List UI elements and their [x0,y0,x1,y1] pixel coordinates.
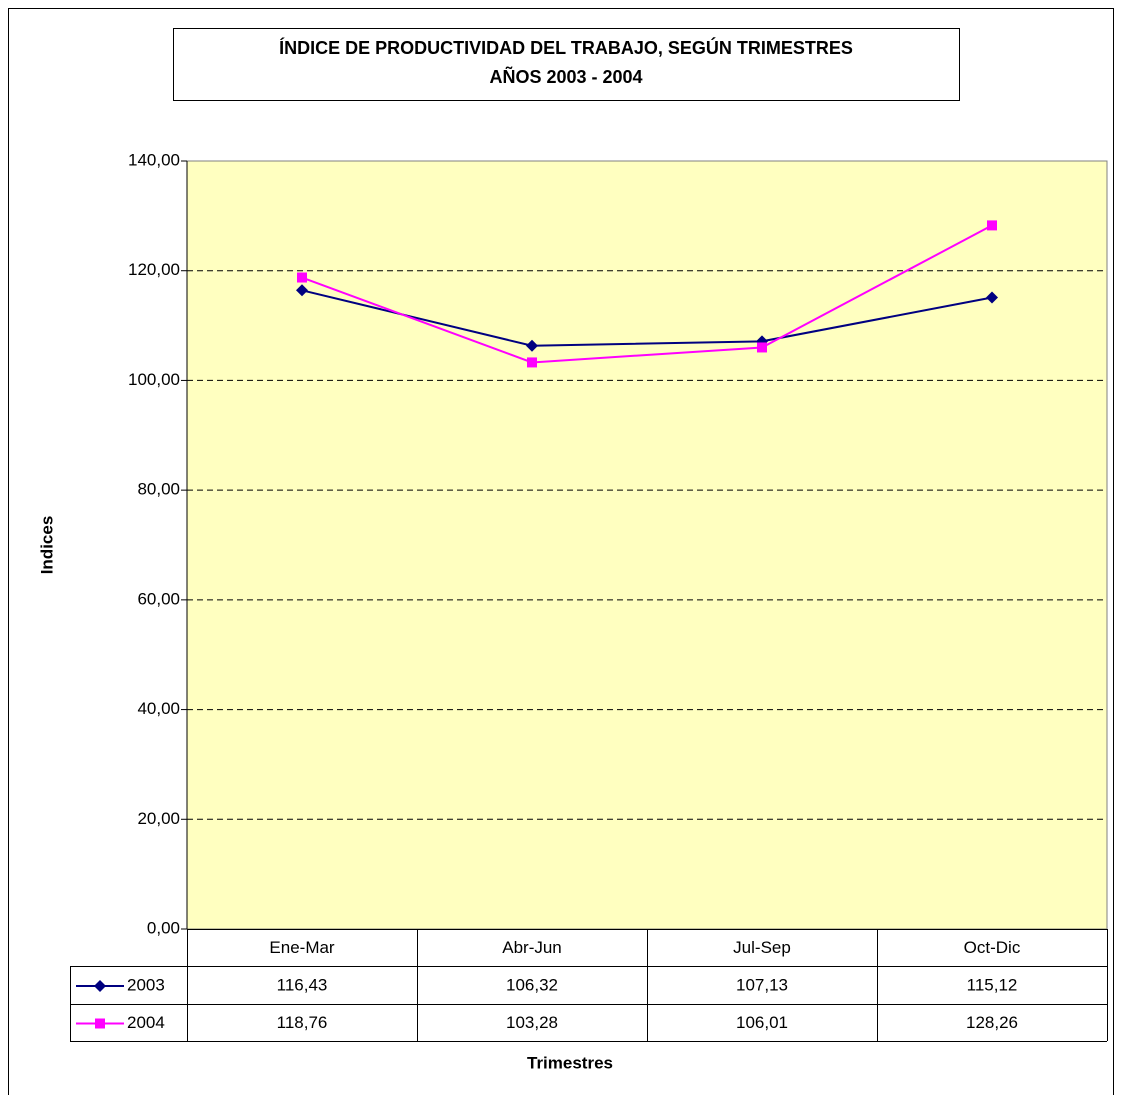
legend-marker [95,1018,105,1029]
plot-area [186,160,1108,930]
legend-label: 2003 [127,975,165,994]
y-tick-label: 140,00 [128,150,180,169]
series-line [301,224,993,364]
y-tick-label: 100,00 [128,370,180,389]
series-line [301,289,993,347]
data-point [296,284,308,297]
y-axis-label: Indices [37,516,56,575]
table-value: 103,28 [506,1013,558,1032]
data-point [987,220,997,231]
data-point [986,291,998,304]
x-tick-label: Oct-Dic [964,938,1021,957]
y-tick-label: 80,00 [137,480,180,499]
x-axis-label: Trimestres [527,1053,613,1072]
data-point [527,357,537,368]
y-tick-label: 20,00 [137,809,180,828]
table-value: 116,43 [277,975,328,994]
table-value: 118,76 [277,1013,328,1032]
chart-title: ÍNDICE DE PRODUCTIVIDAD DEL TRABAJO, SEG… [279,37,853,58]
data-point [297,272,307,283]
y-tick-label: 120,00 [128,260,180,279]
y-tick-label: 0,00 [147,918,180,937]
y-tick-label: 40,00 [137,699,180,718]
legend-label: 2004 [127,1013,165,1032]
table-value: 106,01 [736,1013,788,1032]
x-tick-label: Jul-Sep [733,938,791,957]
x-tick-label: Abr-Jun [502,938,562,957]
chart-subtitle: AÑOS 2003 - 2004 [489,66,642,87]
data-point [526,339,538,352]
y-tick-label: 60,00 [137,589,180,608]
title-box [173,28,960,101]
table-value: 106,32 [506,975,558,994]
x-tick-label: Ene-Mar [269,938,335,957]
table-value: 128,26 [966,1013,1018,1032]
legend-marker [94,980,106,992]
data-point [757,342,767,353]
table-value: 107,13 [736,975,788,994]
table-value: 115,12 [967,975,1018,994]
